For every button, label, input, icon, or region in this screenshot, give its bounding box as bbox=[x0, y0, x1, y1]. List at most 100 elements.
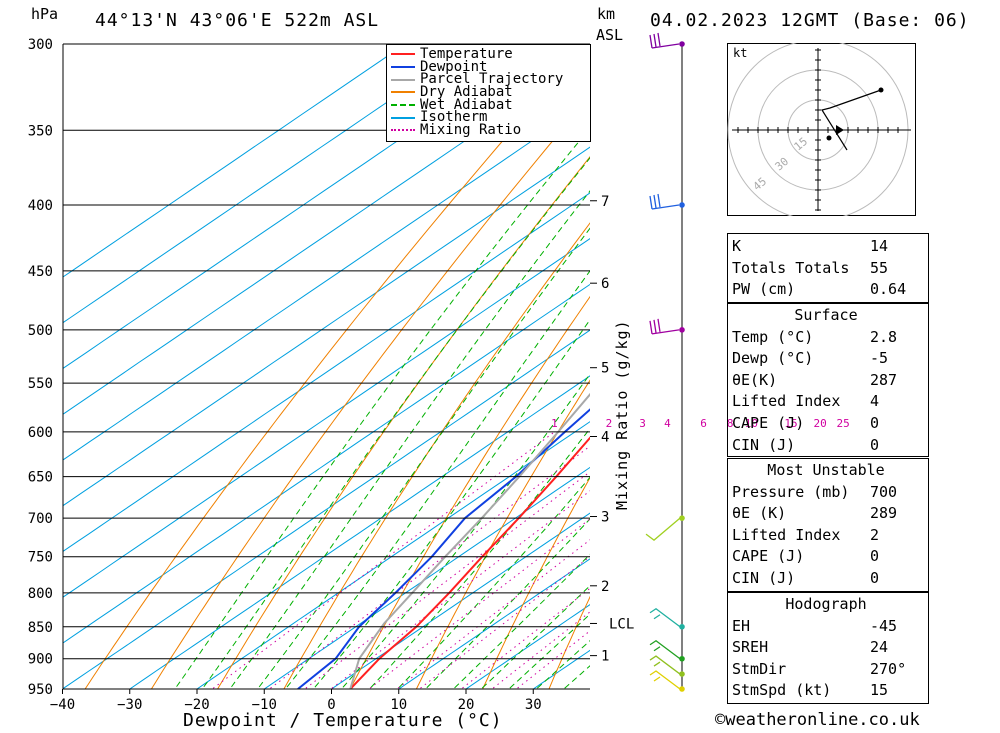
surface-row: Lifted Index 4 bbox=[728, 391, 924, 413]
wet-adiabat-line bbox=[201, 157, 590, 689]
surface-value: 4 bbox=[870, 392, 880, 411]
hodograph-param-label: EH bbox=[732, 616, 751, 635]
most-unstable-label: CAPE (J) bbox=[732, 547, 805, 566]
hodograph-param-value: -45 bbox=[870, 616, 898, 635]
site-name: weatheronline.co.uk bbox=[725, 710, 920, 730]
isotherm-line bbox=[63, 238, 590, 598]
wind-barb-icon bbox=[649, 193, 680, 210]
pressure-unit-label: hPa bbox=[31, 5, 59, 23]
pressure-tick-label: 700 bbox=[28, 511, 53, 527]
km-label: km bbox=[597, 5, 616, 23]
most-unstable-value: 700 bbox=[870, 482, 898, 501]
dry-adiabat-line bbox=[217, 155, 590, 689]
temperature-tick-label: −30 bbox=[117, 697, 142, 713]
wind-barb-icon bbox=[649, 655, 681, 675]
mixing-ratio-line bbox=[418, 555, 590, 689]
mixing-ratio-line bbox=[268, 445, 590, 689]
hodograph-param-label: StmDir bbox=[732, 659, 787, 678]
most-unstable-label: θE (K) bbox=[732, 504, 787, 523]
hodograph-table-box bbox=[727, 592, 929, 704]
legend-swatch bbox=[391, 129, 415, 132]
hodograph-param-label: StmSpd (kt) bbox=[732, 681, 832, 700]
pressure-tick-label: 300 bbox=[28, 37, 53, 53]
isotherm-line bbox=[63, 44, 541, 370]
most-unstable-label: Pressure (mb) bbox=[732, 482, 850, 501]
legend-swatch bbox=[391, 104, 415, 107]
legend-label: Mixing Ratio bbox=[420, 122, 522, 139]
height-tick-label: 6 bbox=[601, 276, 609, 292]
surface-row: Dewp (°C) -5 bbox=[728, 348, 924, 370]
surface-row: CAPE (J) 0 bbox=[728, 413, 924, 435]
mixing-ratio-label: 8 bbox=[727, 417, 734, 430]
wet-adiabat-line bbox=[174, 127, 590, 689]
mixing-ratio-axis-text: Mixing Ratio (g/kg) bbox=[613, 319, 631, 510]
mixing-ratio-label: 10 bbox=[745, 417, 758, 430]
most-unstable-value: 0 bbox=[870, 568, 880, 587]
isotherm-line bbox=[263, 466, 590, 689]
most-unstable-value: 2 bbox=[870, 525, 880, 544]
height-tick-label: 7 bbox=[601, 194, 609, 210]
storm-motion-icon bbox=[836, 125, 844, 135]
temperature-tick-label: 10 bbox=[390, 697, 407, 713]
temperature-line bbox=[349, 436, 590, 689]
wind-level-dot bbox=[679, 41, 685, 47]
dry-adiabat-line bbox=[84, 44, 588, 689]
pressure-tick-label: 650 bbox=[28, 470, 53, 486]
isotherm-line bbox=[63, 44, 407, 278]
pressure-tick-label: 750 bbox=[28, 550, 53, 566]
mixing-ratio-label: 1 bbox=[551, 417, 558, 430]
isotherm-line bbox=[397, 558, 590, 689]
most-unstable-row: θE (K) 289 bbox=[728, 503, 924, 525]
wind-level-dot bbox=[679, 202, 685, 208]
dry-adiabat-line bbox=[945, 25, 1000, 695]
temperature-tick-label: 20 bbox=[458, 697, 475, 713]
mixing-ratio-axis-label: Mixing Ratio (g/kg) bbox=[613, 319, 631, 510]
index-row: PW (cm) 0.64 bbox=[728, 279, 924, 301]
isotherm-line bbox=[63, 146, 590, 507]
isotherm-line bbox=[63, 283, 590, 644]
hodograph-param-value: 15 bbox=[870, 681, 889, 700]
mixing-ratio-label: 6 bbox=[700, 417, 707, 430]
legend-label: Dewpoint bbox=[420, 58, 488, 75]
surface-label: Temp (°C) bbox=[732, 327, 814, 346]
temperature-tick-label: −10 bbox=[252, 697, 277, 713]
legend-label: Parcel Trajectory bbox=[420, 71, 564, 88]
most-unstable-value: 0 bbox=[870, 547, 880, 566]
wind-barb-icon bbox=[649, 670, 681, 690]
index-label: Totals Totals bbox=[732, 258, 850, 277]
wind-barb-icon bbox=[649, 32, 680, 49]
surface-row: θE(K) 287 bbox=[728, 370, 924, 392]
surface-label: CIN (J) bbox=[732, 435, 796, 454]
hodograph-table-title: Hodograph bbox=[785, 595, 867, 613]
index-value: 0.64 bbox=[870, 280, 907, 299]
hodograph-table: Hodograph EH -45 SREH 24 StmDir 270° StmSpd (k… bbox=[728, 594, 924, 702]
legend-entry: Dewpoint bbox=[387, 58, 590, 75]
pressure-tick-label: 600 bbox=[28, 425, 53, 441]
pressure-tick-label: 800 bbox=[28, 586, 53, 602]
asl-label: ASL bbox=[596, 26, 624, 44]
legend-swatch bbox=[391, 116, 415, 119]
isotherm-line bbox=[63, 100, 590, 461]
wind-barb-icon bbox=[645, 517, 681, 541]
dewpoint-line bbox=[297, 408, 590, 689]
mixing-ratio-label: 2 bbox=[606, 417, 613, 430]
wet-adiabat-line bbox=[508, 613, 590, 689]
dry-adiabat-line bbox=[283, 222, 590, 689]
mixing-ratio-line bbox=[211, 431, 555, 689]
surface-title: Surface bbox=[794, 306, 858, 324]
pressure-tick-label: 350 bbox=[28, 123, 53, 139]
hodograph-param-value: 24 bbox=[870, 638, 889, 657]
hodograph-start-dot bbox=[826, 135, 832, 141]
wind-level-dot bbox=[679, 671, 685, 677]
wet-adiabat-line bbox=[368, 427, 590, 689]
pressure-tick-label: 850 bbox=[28, 620, 53, 636]
hodograph-unit: kt bbox=[733, 46, 747, 60]
isotherm-line bbox=[63, 329, 590, 689]
legend-entry: Mixing Ratio bbox=[387, 122, 590, 139]
dry-adiabat-line bbox=[349, 295, 590, 689]
wind-level-dot bbox=[679, 327, 685, 333]
mixing-ratio-line bbox=[368, 518, 590, 689]
legend-entry: Temperature bbox=[387, 47, 590, 61]
wind-level-dot bbox=[679, 623, 685, 630]
mixing-ratio-label: 25 bbox=[837, 417, 850, 430]
